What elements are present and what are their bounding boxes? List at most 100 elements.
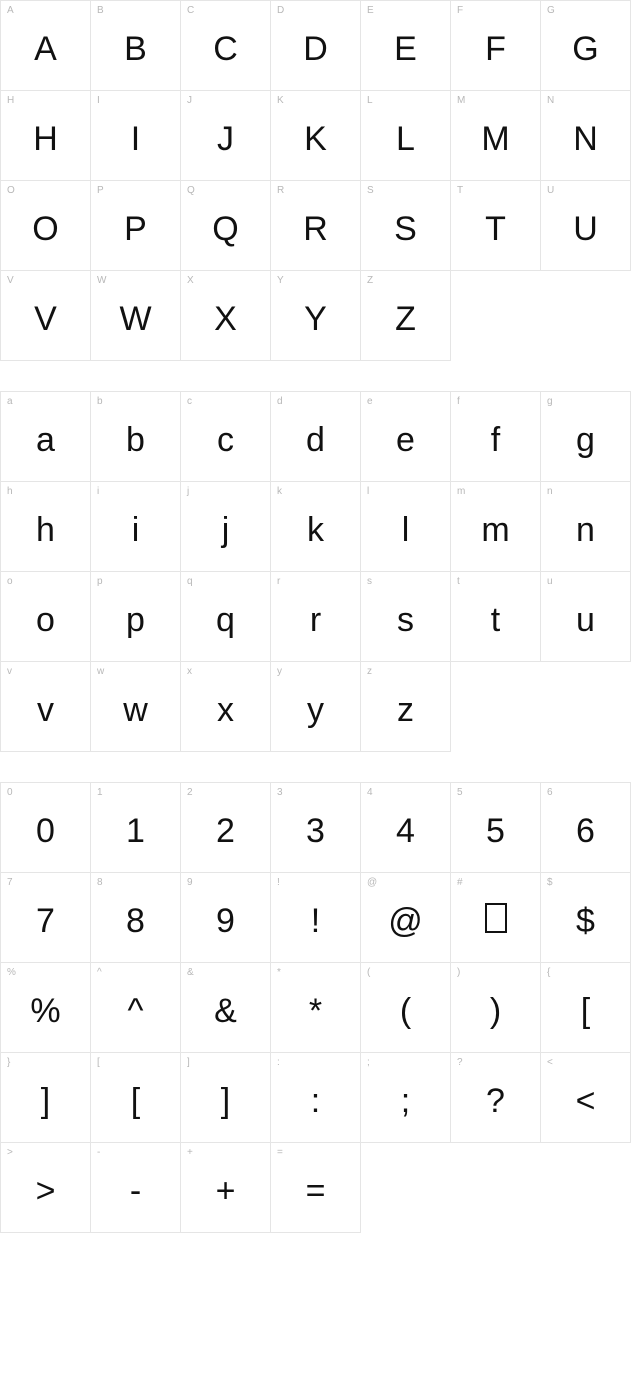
glyph-cell: yy — [271, 662, 361, 752]
section-numbers-symbols: 00112233445566778899!!@@#$$%%^^&&**(()){… — [0, 782, 631, 1233]
glyph-key-label: I — [97, 95, 100, 106]
glyph-key-label: V — [7, 275, 14, 286]
glyph-cell: ++ — [181, 1143, 271, 1233]
glyph-char: E — [394, 26, 417, 66]
glyph-key-label: 2 — [187, 787, 193, 798]
glyph-key-label: t — [457, 576, 460, 587]
glyph-char: f — [491, 417, 500, 457]
glyph-key-label: x — [187, 666, 192, 677]
glyph-char: 6 — [576, 808, 595, 848]
glyph-char: 4 — [396, 808, 415, 848]
glyph-key-label: m — [457, 486, 465, 497]
glyph-key-label: # — [457, 877, 463, 888]
glyph-char: X — [214, 296, 237, 336]
glyph-key-label: { — [547, 967, 550, 978]
glyph-char: C — [213, 26, 238, 66]
glyph-cell: qq — [181, 572, 271, 662]
glyph-key-label: k — [277, 486, 282, 497]
glyph-key-label: g — [547, 396, 553, 407]
glyph-key-label: ] — [187, 1057, 190, 1068]
glyph-key-label: 0 — [7, 787, 13, 798]
glyph-cell: UU — [541, 181, 631, 271]
glyph-key-label: & — [187, 967, 194, 978]
glyph-key-label: } — [7, 1057, 10, 1068]
glyph-cell: [[ — [91, 1053, 181, 1143]
glyph-cell: ?? — [451, 1053, 541, 1143]
glyph-char: > — [36, 1168, 56, 1208]
glyph-char: = — [306, 1168, 326, 1208]
glyph-cell: ii — [91, 482, 181, 572]
glyph-cell: vv — [1, 662, 91, 752]
glyph-char: m — [481, 507, 509, 547]
glyph-cell: LL — [361, 91, 451, 181]
glyph-char: a — [36, 417, 55, 457]
glyph-cell: KK — [271, 91, 361, 181]
glyph-char: 1 — [126, 808, 145, 848]
glyph-cell: 22 — [181, 783, 271, 873]
glyph-char: T — [485, 206, 506, 246]
glyph-cell: aa — [1, 392, 91, 482]
glyph-char: L — [396, 116, 415, 156]
glyph-char: - — [130, 1168, 141, 1208]
section-lowercase: aabbccddeeffgghhiijjkkllmmnnooppqqrrsstt… — [0, 391, 631, 752]
glyph-cell: OO — [1, 181, 91, 271]
glyph-char: ( — [400, 988, 411, 1028]
glyph-cell: NN — [541, 91, 631, 181]
glyph-key-label: > — [7, 1147, 13, 1158]
glyph-cell: FF — [451, 1, 541, 91]
glyph-char: o — [36, 597, 55, 637]
glyph-key-label: ! — [277, 877, 280, 888]
glyph-char: 0 — [36, 808, 55, 848]
glyph-key-label: j — [187, 486, 189, 497]
missing-glyph-box — [485, 903, 507, 933]
glyph-key-label: 3 — [277, 787, 283, 798]
glyph-key-label: = — [277, 1147, 283, 1158]
glyph-key-label: K — [277, 95, 284, 106]
glyph-char: * — [309, 988, 322, 1028]
glyph-cell: 77 — [1, 873, 91, 963]
glyph-key-label: D — [277, 5, 284, 16]
glyph-cell: kk — [271, 482, 361, 572]
glyph-key-label: R — [277, 185, 284, 196]
glyph-char: F — [485, 26, 506, 66]
glyph-cell: ]] — [181, 1053, 271, 1143]
glyph-char: 5 — [486, 808, 505, 848]
glyph-char: y — [307, 687, 324, 727]
glyph-cell: }] — [1, 1053, 91, 1143]
glyph-char: v — [37, 687, 54, 727]
glyph-cell: 11 — [91, 783, 181, 873]
glyph-cell: (( — [361, 963, 451, 1053]
glyph-key-label: O — [7, 185, 15, 196]
glyph-char: & — [214, 988, 237, 1028]
glyph-char: W — [119, 296, 151, 336]
glyph-key-label: : — [277, 1057, 280, 1068]
glyph-cell: $$ — [541, 873, 631, 963]
glyph-char: S — [394, 206, 417, 246]
glyph-cell: zz — [361, 662, 451, 752]
glyph-key-label: M — [457, 95, 465, 106]
glyph-key-label: < — [547, 1057, 553, 1068]
glyph-cell: {[ — [541, 963, 631, 1053]
glyph-char: w — [123, 687, 148, 727]
glyph-char: ? — [486, 1078, 505, 1118]
glyph-char: I — [131, 116, 140, 156]
glyph-cell: ** — [271, 963, 361, 1053]
glyph-char: H — [33, 116, 58, 156]
glyph-key-label: [ — [97, 1057, 100, 1068]
glyph-key-label: d — [277, 396, 283, 407]
glyph-cell: bb — [91, 392, 181, 482]
glyph-cell: EE — [361, 1, 451, 91]
glyph-key-label: w — [97, 666, 104, 677]
glyph-char: J — [217, 116, 234, 156]
glyph-key-label: 1 — [97, 787, 103, 798]
glyph-cell: mm — [451, 482, 541, 572]
glyph-char: Y — [304, 296, 327, 336]
glyph-char: @ — [388, 898, 423, 938]
glyph-cell: RR — [271, 181, 361, 271]
glyph-cell: nn — [541, 482, 631, 572]
glyph-key-label: ; — [367, 1057, 370, 1068]
glyph-cell: << — [541, 1053, 631, 1143]
glyph-key-label: i — [97, 486, 99, 497]
glyph-char: : — [311, 1078, 320, 1118]
glyph-key-label: y — [277, 666, 282, 677]
